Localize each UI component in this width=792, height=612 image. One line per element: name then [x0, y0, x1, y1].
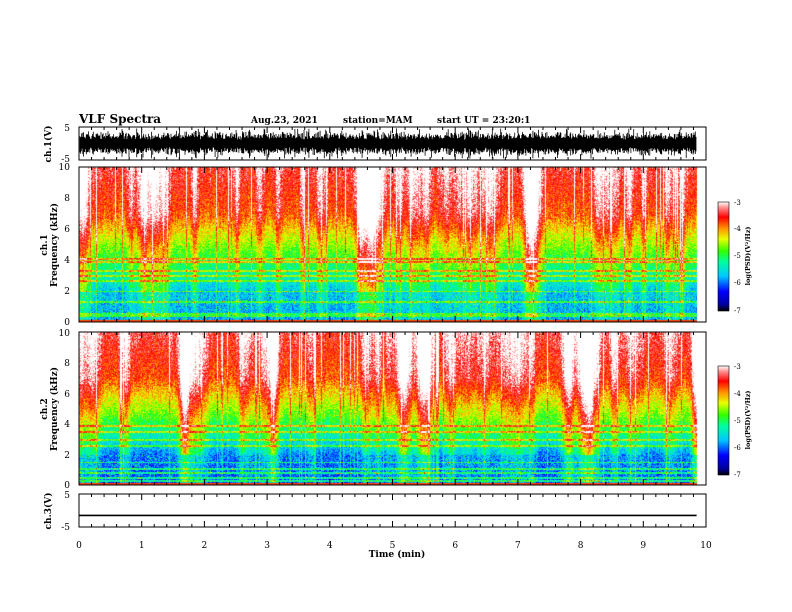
ch1-ytick-top: 5 [64, 124, 70, 134]
time-tick-label: 0 [76, 541, 82, 551]
time-tick-label: 2 [202, 541, 208, 551]
ch1-waveform-trace [79, 128, 697, 159]
ch2-cb-tick-6: -6 [734, 444, 741, 452]
time-tick-label: 3 [264, 541, 270, 551]
ch2-spectrogram-panel: 0 2 4 6 8 10 ch.2 Frequency (kHz) -3 -4 … [40, 329, 752, 491]
ch2-spectrogram-ylabel-frequency: Frequency (kHz) [49, 367, 60, 451]
ch1-spectrogram-ylabel-frequency: Frequency (kHz) [49, 203, 60, 287]
ch2-spectrogram-yticklabels: 0 2 4 6 8 10 [59, 329, 71, 491]
figure-start-ut: start UT = 23:20:1 [437, 116, 530, 126]
ch3-ytick-top: 5 [64, 491, 70, 501]
ch2-freq-tick-0: 0 [64, 481, 70, 491]
ch2-cb-tick-5: -5 [734, 417, 741, 425]
figure-title: VLF Spectra [78, 112, 161, 126]
ch2-freq-tick-8: 8 [64, 359, 70, 369]
ch2-freq-tick-6: 6 [64, 390, 70, 400]
time-tick-label: 9 [640, 541, 646, 551]
time-tick-label: 10 [700, 541, 712, 551]
time-tick-label: 1 [139, 541, 145, 551]
time-tick-label: 5 [390, 541, 396, 551]
time-tick-label: 4 [327, 541, 333, 551]
ch2-spectrogram-ticks [78, 332, 707, 485]
ch2-freq-tick-4: 4 [64, 420, 70, 430]
ch1-colorbar-label: log(PSD)(V²/Hz) [744, 227, 752, 286]
ch1-waveform-signal [79, 128, 697, 159]
figure-date: Aug.23, 2021 [250, 116, 318, 126]
ch1-freq-tick-2: 2 [64, 287, 70, 297]
ch2-spectrogram-ylabel-channel: ch.2 [40, 398, 50, 419]
ch1-spectrogram-yticklabels: 0 2 4 6 8 10 [59, 163, 71, 328]
ch1-freq-tick-0: 0 [64, 318, 70, 328]
ch1-spectrogram-ylabel-channel: ch.1 [40, 234, 50, 255]
ch2-freq-tick-2: 2 [64, 451, 70, 461]
ch3-waveform-ticks [78, 494, 707, 527]
ch2-cb-tick-4: -4 [734, 390, 741, 398]
time-axis-tick-labels: 0 1 2 3 4 5 6 7 8 9 10 [76, 541, 712, 551]
ch1-spectrogram-ticks [78, 167, 707, 322]
ch2-colorbar-ticks: -3 -4 -5 -6 -7 [734, 363, 741, 479]
ch2-colorbar-label: log(PSD)(V²/Hz) [744, 391, 752, 450]
ch1-waveform-panel: 5 -5 ch.1(V) [43, 124, 707, 165]
ch2-colorbar [717, 365, 730, 476]
ch2-cb-tick-3: -3 [734, 363, 741, 371]
ch1-colorbar-ticks: -3 -4 -5 -6 -7 [734, 199, 741, 315]
ch1-freq-tick-10: 10 [59, 163, 71, 173]
time-tick-label: 8 [578, 541, 584, 551]
ch1-freq-tick-8: 8 [64, 194, 70, 204]
ch1-cb-tick-6: -6 [734, 279, 741, 287]
ch1-freq-tick-6: 6 [64, 225, 70, 235]
ch1-freq-tick-4: 4 [64, 256, 70, 266]
time-tick-label: 6 [452, 541, 458, 551]
ch2-freq-tick-10: 10 [59, 329, 71, 339]
ch1-ytick-bottom: -5 [61, 155, 70, 165]
ch1-spectrogram-image [79, 167, 706, 322]
time-axis-label: Time (min) [369, 549, 426, 560]
ch3-waveform-panel: 5 -5 ch.3(V) [43, 491, 707, 533]
ch1-colorbar [717, 201, 730, 312]
ch1-cb-tick-3: -3 [734, 199, 741, 207]
figure-station: station=MAM [343, 116, 413, 126]
ch1-waveform-ticks [78, 127, 707, 160]
ch1-cb-tick-4: -4 [734, 225, 741, 233]
ch1-spectrogram-panel: 0 2 4 6 8 10 ch.1 Frequency (kHz) [40, 163, 752, 328]
ch1-cb-tick-5: -5 [734, 252, 741, 260]
ch1-waveform-ylabel: ch.1(V) [43, 126, 54, 163]
ch2-cb-tick-7: -7 [734, 471, 741, 479]
ch3-ytick-bottom: -5 [61, 523, 70, 533]
ch2-spectrogram-image [79, 332, 706, 485]
ch1-cb-tick-7: -7 [734, 307, 741, 315]
ch3-waveform-ylabel: ch.3(V) [43, 493, 54, 530]
time-tick-label: 7 [515, 541, 521, 551]
